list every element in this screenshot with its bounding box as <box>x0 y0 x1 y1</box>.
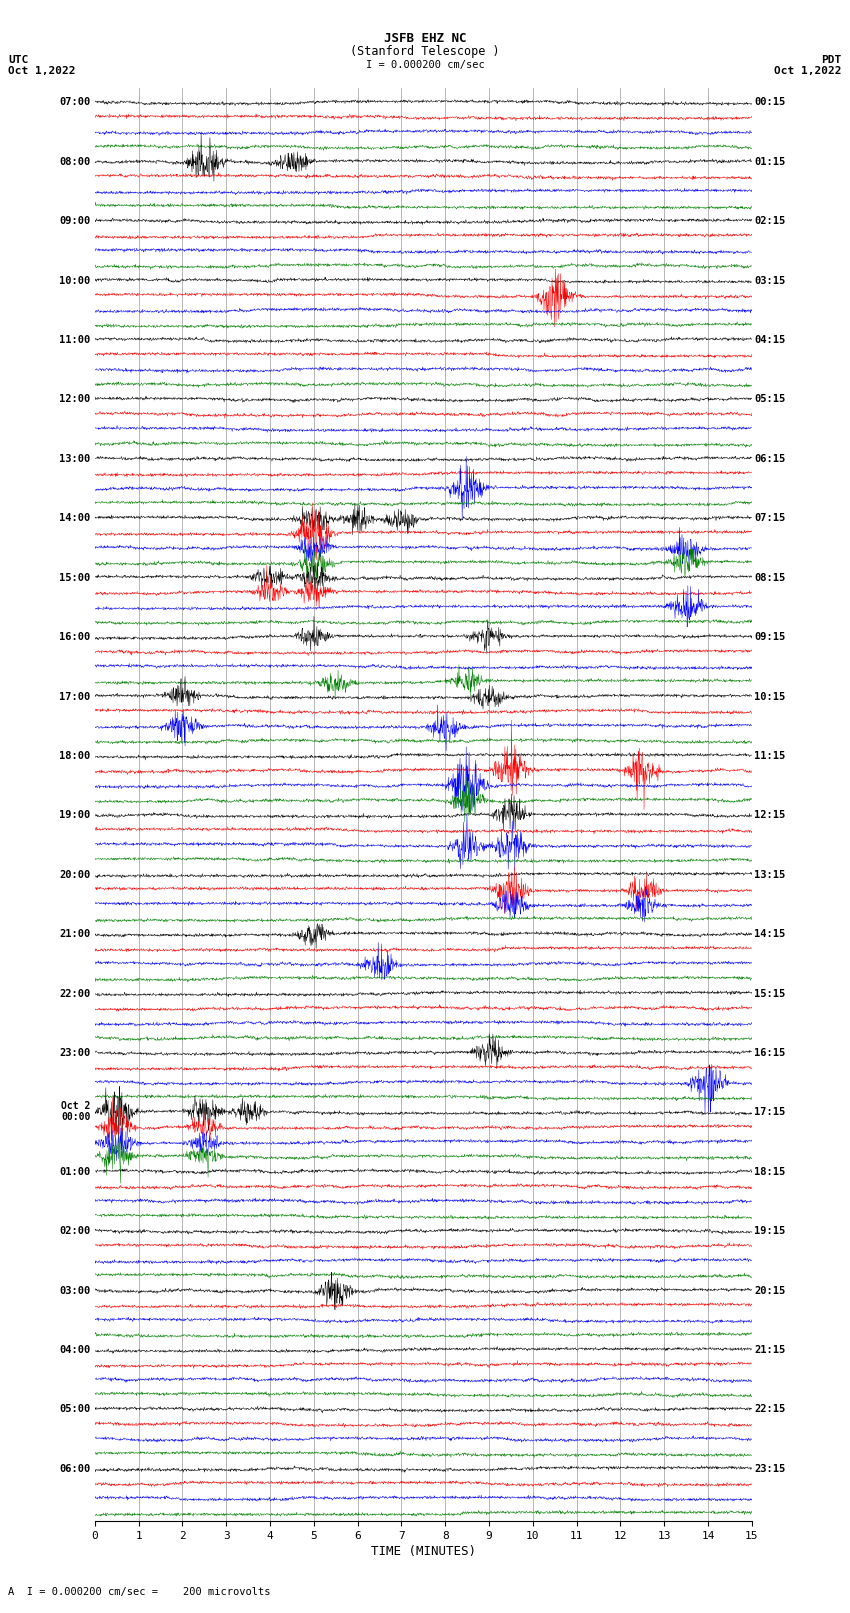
Text: 11:15: 11:15 <box>754 752 785 761</box>
X-axis label: TIME (MINUTES): TIME (MINUTES) <box>371 1545 476 1558</box>
Text: 01:00: 01:00 <box>60 1166 91 1177</box>
Text: 21:15: 21:15 <box>754 1345 785 1355</box>
Text: 00:15: 00:15 <box>754 97 785 108</box>
Text: 02:00: 02:00 <box>60 1226 91 1236</box>
Text: 06:00: 06:00 <box>60 1465 91 1474</box>
Text: 03:15: 03:15 <box>754 276 785 286</box>
Text: 00:00: 00:00 <box>61 1113 91 1123</box>
Text: 12:15: 12:15 <box>754 810 785 821</box>
Text: PDT: PDT <box>821 55 842 65</box>
Text: 10:15: 10:15 <box>754 692 785 702</box>
Text: 23:15: 23:15 <box>754 1465 785 1474</box>
Text: 19:00: 19:00 <box>60 810 91 821</box>
Text: 18:00: 18:00 <box>60 752 91 761</box>
Text: 16:15: 16:15 <box>754 1048 785 1058</box>
Text: 16:00: 16:00 <box>60 632 91 642</box>
Text: 10:00: 10:00 <box>60 276 91 286</box>
Text: 20:00: 20:00 <box>60 869 91 879</box>
Text: Oct 2: Oct 2 <box>61 1102 91 1111</box>
Text: 05:00: 05:00 <box>60 1405 91 1415</box>
Text: 11:00: 11:00 <box>60 336 91 345</box>
Text: I = 0.000200 cm/sec: I = 0.000200 cm/sec <box>366 60 484 69</box>
Text: Oct 1,2022: Oct 1,2022 <box>774 66 842 76</box>
Text: 15:00: 15:00 <box>60 573 91 582</box>
Text: 01:15: 01:15 <box>754 156 785 166</box>
Text: 13:00: 13:00 <box>60 453 91 465</box>
Text: 19:15: 19:15 <box>754 1226 785 1236</box>
Text: 04:15: 04:15 <box>754 336 785 345</box>
Text: 18:15: 18:15 <box>754 1166 785 1177</box>
Text: A  I = 0.000200 cm/sec =    200 microvolts: A I = 0.000200 cm/sec = 200 microvolts <box>8 1587 271 1597</box>
Text: 22:15: 22:15 <box>754 1405 785 1415</box>
Text: 22:00: 22:00 <box>60 989 91 998</box>
Text: 17:15: 17:15 <box>754 1108 785 1118</box>
Text: Oct 1,2022: Oct 1,2022 <box>8 66 76 76</box>
Text: (Stanford Telescope ): (Stanford Telescope ) <box>350 45 500 58</box>
Text: 14:00: 14:00 <box>60 513 91 523</box>
Text: 04:00: 04:00 <box>60 1345 91 1355</box>
Text: 17:00: 17:00 <box>60 692 91 702</box>
Text: 20:15: 20:15 <box>754 1286 785 1295</box>
Text: UTC: UTC <box>8 55 29 65</box>
Text: 23:00: 23:00 <box>60 1048 91 1058</box>
Text: 21:00: 21:00 <box>60 929 91 939</box>
Text: JSFB EHZ NC: JSFB EHZ NC <box>383 32 467 45</box>
Text: 13:15: 13:15 <box>754 869 785 879</box>
Text: 09:15: 09:15 <box>754 632 785 642</box>
Text: 12:00: 12:00 <box>60 395 91 405</box>
Text: 08:00: 08:00 <box>60 156 91 166</box>
Text: 15:15: 15:15 <box>754 989 785 998</box>
Text: 07:00: 07:00 <box>60 97 91 108</box>
Text: 02:15: 02:15 <box>754 216 785 226</box>
Text: 07:15: 07:15 <box>754 513 785 523</box>
Text: 09:00: 09:00 <box>60 216 91 226</box>
Text: 06:15: 06:15 <box>754 453 785 465</box>
Text: 08:15: 08:15 <box>754 573 785 582</box>
Text: 05:15: 05:15 <box>754 395 785 405</box>
Text: 03:00: 03:00 <box>60 1286 91 1295</box>
Text: 14:15: 14:15 <box>754 929 785 939</box>
